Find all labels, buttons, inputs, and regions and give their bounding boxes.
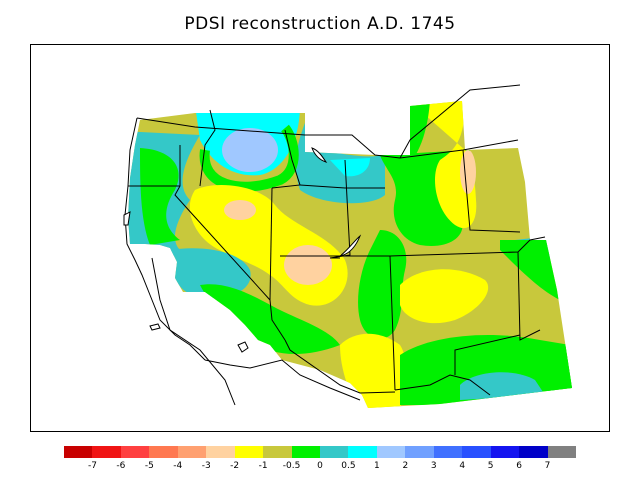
legend-tick-label: -6 [116, 461, 126, 471]
legend-tick-label: 0 [317, 461, 323, 471]
legend-tick-label: 3 [430, 461, 437, 471]
legend-swatch [64, 446, 93, 458]
field-cyan-montana [330, 158, 370, 177]
field-green-se-corner [545, 345, 572, 392]
legend-swatch [92, 446, 122, 458]
border-baja-coast [151, 257, 236, 406]
border-idaho-east [271, 129, 301, 189]
legend-tick-label: -5 [144, 461, 154, 471]
legend-tick-label: -1 [258, 461, 268, 471]
legend-swatch [149, 446, 179, 458]
field-green-west [140, 148, 180, 245]
legend-tick-label: 7 [544, 461, 551, 471]
lake-yellowstone [311, 147, 328, 163]
field-peach-northeast [460, 150, 476, 194]
legend-tick-label: 0.5 [341, 461, 356, 471]
border-arizona-south [284, 339, 396, 394]
field-green-southwest [200, 284, 340, 355]
border-nevada-east [269, 187, 273, 301]
coast-pacific [124, 117, 206, 361]
legend-tick-label: 5 [487, 461, 494, 471]
legend-tick-label: 2 [402, 461, 409, 471]
border-colorado-east [389, 236, 546, 257]
field-green-ne-strip [408, 101, 430, 160]
border-dakota [462, 149, 521, 233]
field-peach-nevada [224, 200, 256, 220]
field-peach-utah [284, 245, 332, 285]
legend-tick-label: -2 [230, 461, 240, 471]
legend-tick-label: -7 [87, 461, 97, 471]
legend-swatch [206, 446, 236, 458]
map-title: PDSI reconstruction A.D. 1745 [184, 14, 456, 34]
legend-swatch [519, 446, 549, 458]
state-boundaries [124, 84, 546, 406]
field-yellow-northeast [408, 101, 477, 229]
legend-swatch [234, 446, 264, 458]
border-mexico [204, 359, 361, 401]
lakes-islands [123, 147, 362, 353]
legend-tick-label: -3 [201, 461, 211, 471]
lake-puget [123, 211, 131, 226]
border-north [136, 117, 519, 159]
legend-swatch [490, 446, 520, 458]
field-teal-north [195, 110, 385, 204]
field-lightblue-north [222, 128, 278, 172]
field-teal-southeast [460, 372, 545, 400]
border-idaho-west [199, 109, 216, 187]
island-channel-2 [237, 341, 249, 353]
field-green-east [500, 240, 560, 300]
field-teal-socal [170, 248, 251, 299]
legend-swatch [348, 446, 378, 458]
legend-swatch [263, 446, 293, 458]
legend-swatch [547, 446, 577, 458]
border-newmexico-south [394, 374, 491, 396]
legend-tick-label: 4 [459, 461, 466, 471]
legend-tick-label: -4 [173, 461, 183, 471]
legend-swatch [376, 446, 406, 458]
legend-swatch [177, 446, 207, 458]
field-yellow-south [340, 333, 406, 408]
legend-tick-label: 6 [516, 461, 522, 471]
legend-swatch [120, 446, 150, 458]
lake-great-salt [339, 234, 362, 257]
pdsi-field [128, 101, 572, 408]
legend-swatch [291, 446, 321, 458]
border-nebraska [399, 84, 521, 159]
field-green-north-ring [199, 124, 299, 192]
legend-tick-label: -0.5 [282, 461, 301, 471]
legend-tick-label: 1 [374, 461, 380, 471]
color-legend [64, 446, 577, 458]
field-green-colorado [358, 230, 407, 339]
legend-swatch [462, 446, 492, 458]
island-channel-1 [149, 323, 161, 331]
legend-swatch [405, 446, 435, 458]
legend-swatch [433, 446, 463, 458]
border-texas-panhandle [454, 334, 521, 375]
legend-swatch [320, 446, 349, 458]
border-nevada-west [174, 145, 286, 341]
border-wyoming [299, 184, 385, 189]
border-kansas [517, 251, 541, 341]
field-yellow-colorado [400, 269, 489, 324]
